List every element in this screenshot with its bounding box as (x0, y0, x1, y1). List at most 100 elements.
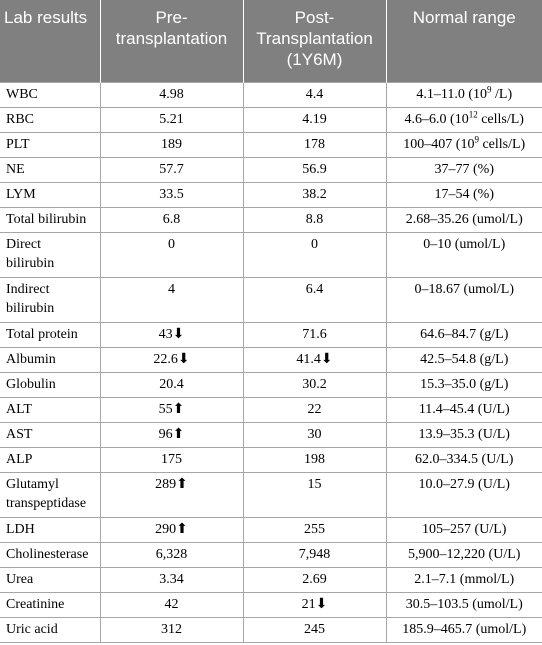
table-cell: 56.9 (242, 157, 387, 183)
table-cell: 42 (99, 592, 244, 618)
table-cell: 42.5–54.8 (g/L) (385, 347, 542, 373)
range-text: 4.1–11.0 (10 (416, 87, 488, 102)
table-cell: 13.9–35.3 (U/L) (385, 422, 542, 448)
range-exponent: 9 (474, 134, 479, 145)
table-cell: 96⬆ (99, 422, 244, 448)
table-cell: 64.6–84.7 (g/L) (385, 322, 542, 348)
table-cell: 245 (242, 617, 387, 643)
table-row: Direct bilirubin 0 0 0–10 (umol/L) (0, 232, 542, 278)
header-row: Lab results Pre- transplantation Post- Tra… (0, 0, 542, 83)
table-cell: 15.3–35.0 (g/L) (385, 372, 542, 398)
range-unit: /L) (491, 87, 513, 102)
table-cell: 0–10 (umol/L) (385, 232, 542, 278)
range-exponent: 9 (487, 84, 492, 95)
table-cell: 4.1–11.0 (109 /L) (385, 82, 542, 108)
table-cell: 5,900–12,220 (U/L) (385, 542, 542, 568)
table-cell: 30.2 (242, 372, 387, 398)
table-row: Globulin 20.4 30.2 15.3–35.0 (g/L) (0, 372, 542, 398)
table-cell: 189 (99, 132, 244, 158)
table-cell: 105–257 (U/L) (385, 517, 542, 543)
table-row: NE 57.7 56.9 37–77 (%) (0, 157, 542, 183)
lab-name: LDH (0, 517, 101, 543)
lab-name: Urea (0, 567, 101, 593)
table-cell: 6,328 (99, 542, 244, 568)
table-cell: 2.1–7.1 (mmol/L) (385, 567, 542, 593)
table-cell: 38.2 (242, 182, 387, 208)
table-cell: 5.21 (99, 107, 244, 133)
table-cell: 4.98 (99, 82, 244, 108)
table-cell: 2.68–35.26 (umol/L) (385, 207, 542, 233)
table-cell: 30 (242, 422, 387, 448)
table-cell: 175 (99, 447, 244, 473)
table-row: Glutamyl transpeptidase 289⬆ 15 10.0–27.9 (… (0, 472, 542, 518)
range-text: 4.6–6.0 (10 (404, 112, 469, 127)
table-cell: 100–407 (109 cells/L) (385, 132, 542, 158)
lab-name: ALP (0, 447, 101, 473)
lab-name: Creatinine (0, 592, 101, 618)
lab-name: PLT (0, 132, 101, 158)
table-cell: 11.4–45.4 (U/L) (385, 397, 542, 423)
table-row: Total protein 43⬇ 71.6 64.6–84.7 (g/L) (0, 322, 542, 348)
table-cell: 312 (99, 617, 244, 643)
header-cell: Post- Transplantation (1Y6M) (242, 0, 386, 83)
range-unit: cells/L) (477, 112, 524, 127)
table-cell: 37–77 (%) (385, 157, 542, 183)
table-cell: 185.9–465.7 (umol/L) (385, 617, 542, 643)
table-cell: 290⬆ (99, 517, 244, 543)
table-cell: 198 (242, 447, 387, 473)
lab-name: Total bilirubin (0, 207, 101, 233)
lab-name: LYM (0, 182, 101, 208)
table-cell: 4.6–6.0 (1012 cells/L) (385, 107, 542, 133)
table-cell: 4.4 (242, 82, 387, 108)
lab-name: Total protein (0, 322, 101, 348)
lab-name: Globulin (0, 372, 101, 398)
table-cell: 6.4 (242, 277, 387, 323)
table-cell: 289⬆ (99, 472, 244, 518)
table-row: Albumin 22.6⬇ 41.4⬇ 42.5–54.8 (g/L) (0, 347, 542, 373)
table-cell: 30.5–103.5 (umol/L) (385, 592, 542, 618)
table-row: Creatinine 42 21⬇ 30.5–103.5 (umol/L) (0, 592, 542, 618)
table-cell: 6.8 (99, 207, 244, 233)
table-row: Cholinesterase 6,328 7,948 5,900–12,220 (U/… (0, 542, 542, 568)
table-row: Total bilirubin 6.8 8.8 2.68–35.26 (umol/L) (0, 207, 542, 233)
table-cell: 22.6⬇ (99, 347, 244, 373)
header-cell: Normal range (385, 0, 542, 83)
table-row: PLT 189 178 100–407 (109 cells/L) (0, 132, 542, 158)
table-cell: 22 (242, 397, 387, 423)
lab-name: RBC (0, 107, 101, 133)
table-row: ALT 55⬆ 22 11.4–45.4 (U/L) (0, 397, 542, 423)
lab-name: Glutamyl transpeptidase (0, 472, 101, 518)
table-cell: 41.4⬇ (242, 347, 387, 373)
table-row: ALP 175 198 62.0–334.5 (U/L) (0, 447, 542, 473)
range-exponent: 12 (468, 109, 478, 120)
table-cell: 10.0–27.9 (U/L) (385, 472, 542, 518)
lab-name: Uric acid (0, 617, 101, 643)
lab-name: Cholinesterase (0, 542, 101, 568)
lab-name: Direct bilirubin (0, 232, 101, 278)
header-cell: Pre- transplantation (99, 0, 243, 83)
header-cell: Lab results (0, 0, 100, 83)
table-cell: 7,948 (242, 542, 387, 568)
table-cell: 8.8 (242, 207, 387, 233)
table-cell: 43⬇ (99, 322, 244, 348)
table-cell: 178 (242, 132, 387, 158)
table-row: Urea 3.34 2.69 2.1–7.1 (mmol/L) (0, 567, 542, 593)
table-cell: 0 (99, 232, 244, 278)
table-cell: 57.7 (99, 157, 244, 183)
table-cell: 33.5 (99, 182, 244, 208)
table-body: WBC 4.98 4.4 4.1–11.0 (109 /L) RBC 5.21 4.19 4.… (0, 82, 542, 643)
table-row: LYM 33.5 38.2 17–54 (%) (0, 182, 542, 208)
range-text: 100–407 (10 (403, 137, 475, 152)
table-cell: 62.0–334.5 (U/L) (385, 447, 542, 473)
lab-name: WBC (0, 82, 101, 108)
table-cell: 55⬆ (99, 397, 244, 423)
table-row: RBC 5.21 4.19 4.6–6.0 (1012 cells/L) (0, 107, 542, 133)
table-cell: 4.19 (242, 107, 387, 133)
table-cell: 4 (99, 277, 244, 323)
table-cell: 255 (242, 517, 387, 543)
lab-name: AST (0, 422, 101, 448)
lab-name: NE (0, 157, 101, 183)
table-cell: 71.6 (242, 322, 387, 348)
lab-name: Albumin (0, 347, 101, 373)
